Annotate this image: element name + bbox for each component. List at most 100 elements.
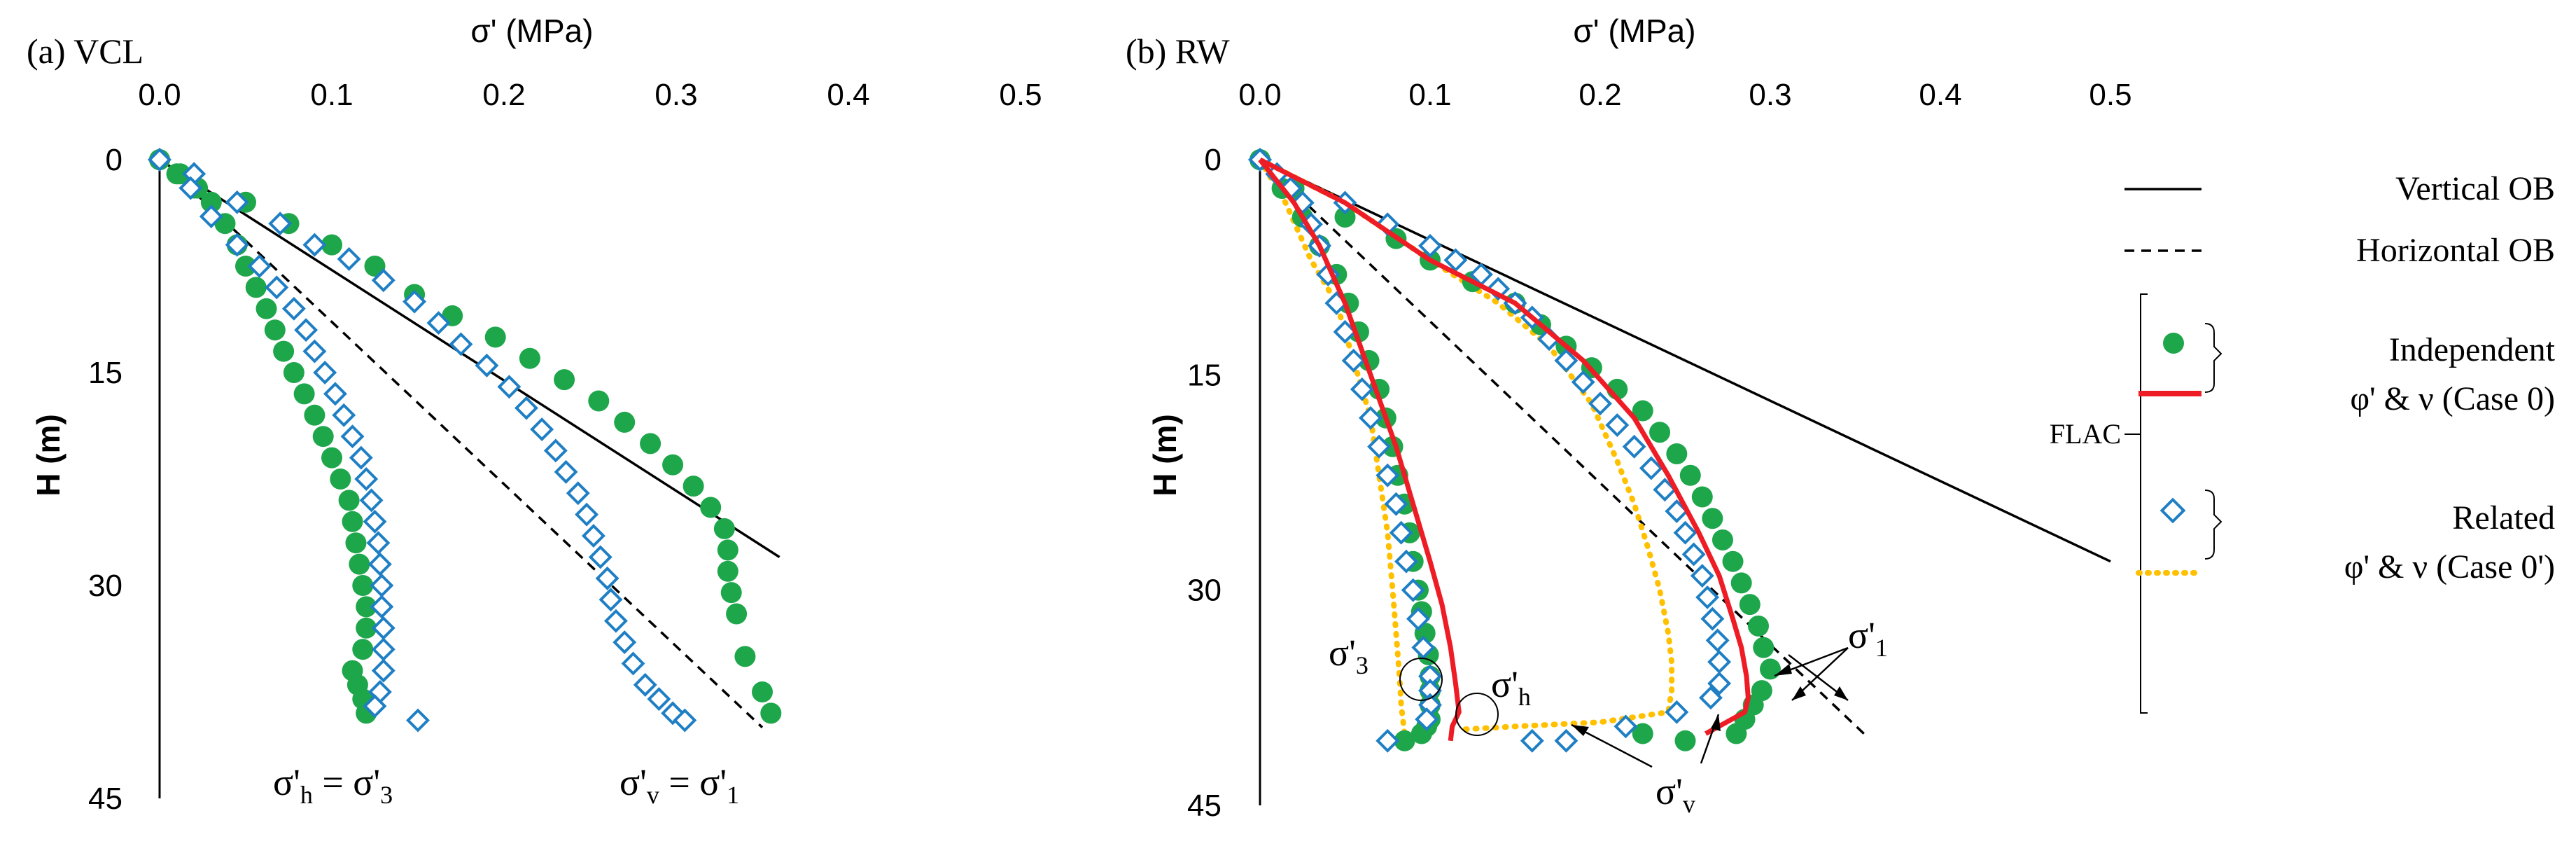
x-tick-label: 0.0 <box>1238 78 1281 112</box>
point-independent-1 <box>1753 637 1774 658</box>
point-independent-v-1 <box>588 390 610 412</box>
point-related-3 <box>1418 664 1442 688</box>
point-related-h-3 <box>363 509 387 534</box>
point-related-v-1 <box>530 417 554 442</box>
x-tick-label: 0.3 <box>654 78 697 112</box>
point-related-v-1 <box>612 630 637 655</box>
legend-related-marker <box>2160 497 2186 524</box>
point-independent-v-1 <box>662 454 684 476</box>
x-tick-label: 0.1 <box>1408 78 1451 112</box>
point-related-3 <box>1384 492 1408 516</box>
point-independent-v-1 <box>519 347 540 369</box>
point-independent-v-1 <box>321 234 342 256</box>
point-independent-v-1 <box>713 518 735 539</box>
point-related-h-3 <box>371 637 396 662</box>
x-tick-label: 0.1 <box>310 78 353 112</box>
point-independent-1 <box>1679 464 1701 486</box>
point-related-1 <box>1605 413 1630 438</box>
point-related-h-3 <box>247 254 272 278</box>
point-related-3 <box>1341 348 1366 373</box>
point-related-v-1 <box>449 332 473 356</box>
point-related-3 <box>1358 405 1382 430</box>
point-related-3 <box>1376 728 1400 753</box>
point-independent-1 <box>1666 443 1688 465</box>
point-independent-h-3 <box>304 404 326 426</box>
point-related-3 <box>1406 606 1430 631</box>
point-independent-h-3 <box>293 383 315 405</box>
x-tick-label: 0.0 <box>138 78 181 112</box>
point-independent-h-3 <box>349 553 370 575</box>
point-related-3 <box>1415 707 1439 732</box>
point-related-3 <box>1401 578 1425 602</box>
sigma3-callout-circle <box>1399 658 1443 701</box>
point-independent-1 <box>1747 615 1769 637</box>
legend-independent-label-1: Independent <box>2389 331 2556 368</box>
panel-a-annotation-sigma-v: σ'v = σ'1 <box>620 761 739 809</box>
y-tick-label: 0 <box>1205 143 1222 177</box>
point-related-1 <box>1665 499 1689 523</box>
point-related-h-3 <box>354 467 379 491</box>
point-independent-1 <box>1730 572 1752 594</box>
point-related-1 <box>1681 542 1706 567</box>
point-related-h-3 <box>294 318 318 342</box>
point-related-v-1 <box>514 396 538 420</box>
point-independent-h-3 <box>255 298 277 319</box>
point-independent-1 <box>1649 422 1671 443</box>
point-related-h-3 <box>370 574 394 597</box>
point-independent-h-3 <box>312 426 334 448</box>
point-independent-v-1 <box>484 326 506 348</box>
panel-a-ylabel: H (m) <box>30 414 66 497</box>
point-independent-h-3 <box>342 511 363 532</box>
series-line-vertical-ob <box>159 158 780 558</box>
point-related-1 <box>1690 564 1714 588</box>
point-related-1 <box>1695 585 1720 609</box>
point-independent-1 <box>1726 723 1747 744</box>
point-independent-h-3 <box>169 163 191 185</box>
point-related-1 <box>1443 248 1468 272</box>
panel-b-y-ticks: 0 15 30 45 <box>1187 143 1222 823</box>
panel-a-y-ticks: 0 15 30 45 <box>88 143 122 816</box>
point-related-v-1 <box>581 524 606 548</box>
x-tick-label: 0.5 <box>2089 78 2132 112</box>
point-related-1 <box>1698 686 1723 710</box>
point-independent-h-3 <box>338 490 360 511</box>
legend-flac-label: FLAC <box>2050 418 2121 450</box>
point-independent-v-1 <box>734 646 756 667</box>
point-independent-1 <box>1739 594 1760 616</box>
point-related-h-3 <box>363 694 387 719</box>
y-tick-label: 45 <box>88 782 122 816</box>
point-related-h-3 <box>406 708 430 733</box>
point-related-h-3 <box>199 204 223 229</box>
annotation-sigma-1: σ'1 <box>1848 614 1888 662</box>
point-related-v-1 <box>225 190 249 214</box>
series-line-related-case-0-1 <box>1257 157 1675 733</box>
legend-related-label-1: Related <box>2452 499 2555 536</box>
x-tick-label: 0.5 <box>999 78 1042 112</box>
point-related-v-1 <box>337 247 361 271</box>
point-related-1 <box>1571 370 1595 394</box>
point-independent-1 <box>1674 730 1696 751</box>
point-independent-h-3 <box>283 362 304 383</box>
x-tick-label: 0.4 <box>827 78 869 112</box>
panel-b: (b) RW σ' (MPa) H (m) 0.0 0.1 0.2 0.3 0.4 0.5… <box>1126 13 2132 823</box>
point-related-3 <box>1389 520 1413 545</box>
legend-independent-marker <box>2163 333 2184 354</box>
annotation-sigma-v: σ'v <box>1656 770 1695 818</box>
point-related-1 <box>1622 434 1646 459</box>
point-related-v-1 <box>588 545 612 569</box>
point-related-h-3 <box>371 658 396 683</box>
point-related-1 <box>1700 606 1725 631</box>
point-related-v-1 <box>402 289 427 314</box>
y-tick-label: 45 <box>1187 789 1222 823</box>
point-related-v-1 <box>426 311 451 335</box>
series-line-independent-case-0-3 <box>1258 158 1462 742</box>
point-independent-h-3 <box>273 340 295 362</box>
point-independent-v-1 <box>717 539 738 561</box>
point-independent-h-3 <box>321 447 342 469</box>
point-related-h-3 <box>148 148 172 172</box>
point-related-3 <box>1394 549 1418 574</box>
point-related-v-1 <box>554 459 578 484</box>
point-related-3 <box>1376 463 1400 487</box>
point-related-h-3 <box>371 616 396 640</box>
point-independent-h-3 <box>352 639 374 660</box>
